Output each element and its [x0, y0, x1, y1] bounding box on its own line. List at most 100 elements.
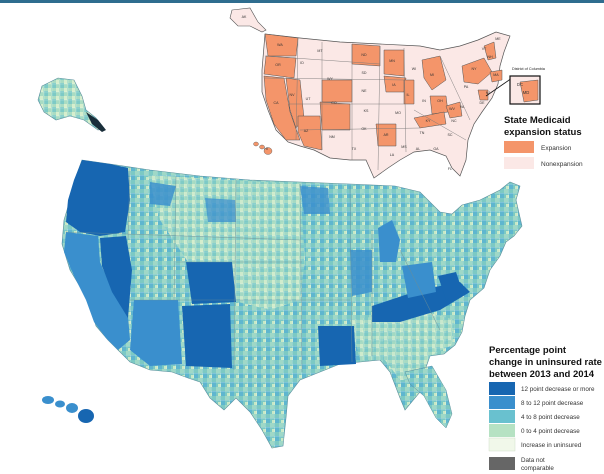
inset-state-label-va: VA [460, 105, 465, 109]
inset-state-label-mt: MT [317, 49, 323, 53]
legend-label-expansion: Expansion [541, 145, 572, 152]
inset-state-label-nv: NV [290, 93, 296, 97]
wyoming-patch [205, 198, 236, 222]
inset-state-label-sc: SC [448, 133, 453, 137]
inset-state-label-nd: ND [361, 53, 367, 57]
medicaid-legend-title-line1: State Medicaid [504, 115, 571, 126]
arkansas-region [318, 326, 356, 366]
inset-state-label-md: MD [523, 90, 530, 95]
inset-state-label-ne: NE [362, 89, 368, 93]
inset-state-label-ak: AK [242, 15, 247, 19]
inset-state-label-in: IN [422, 99, 426, 103]
inset-us-outline [261, 31, 511, 179]
inset-state-label-pa: PA [464, 85, 469, 89]
inset-state-label-ga: GA [433, 147, 439, 151]
inset-state-label-dc: DC [517, 82, 523, 87]
florida [404, 365, 453, 429]
dc-callout-md [519, 79, 539, 103]
inset-expansion-states [263, 33, 503, 151]
uninsured-legend-title-line3: between 2013 and 2014 [489, 369, 595, 380]
california-region [64, 232, 130, 350]
inset-state-label-ia: IA [392, 83, 396, 87]
county-map [37, 77, 523, 449]
inset-state-label-tx: TX [352, 147, 357, 151]
legend-swatch-4-8 [489, 410, 515, 423]
inset-state-label-or: OR [275, 63, 281, 67]
alaska-panhandle [86, 112, 106, 132]
top-rule [0, 0, 604, 3]
inset-state-label-mi: MI [430, 73, 434, 77]
legend-label-increase: Increase in uninsured [521, 442, 582, 449]
inset-state-label-wv: WV [449, 107, 455, 111]
inset-state-label-wa: WA [277, 43, 283, 47]
legend-label-8-12: 8 to 12 point decrease [521, 400, 584, 407]
inset-state-label-nc: NC [451, 119, 457, 123]
inset-state-labels: WA OR CA NV ID MT WY UT AZ CO NM ND SD NE KS OK TX MN IA MO… [242, 15, 530, 171]
legend-label-0-4: 0 to 4 point decrease [521, 428, 580, 435]
inset-state-label-ca: CA [274, 101, 280, 105]
legend-label-not-comparable-line1: Data not [521, 457, 545, 464]
inset-state-label-la: LA [390, 153, 395, 157]
legend-swatch-not-comparable [489, 457, 515, 470]
hawaii [42, 396, 94, 423]
legend-swatch-8-12 [489, 396, 515, 409]
arizona-region [130, 300, 182, 366]
inset-state-label-id: ID [300, 61, 304, 65]
montana-patch [150, 182, 176, 206]
uninsured-legend-title-line2: change in uninsured rate [489, 357, 602, 368]
southeast-region [350, 310, 455, 380]
minnesota-patch [300, 186, 330, 214]
plains-region [148, 175, 305, 310]
legend-label-4-8: 4 to 8 point decrease [521, 414, 580, 421]
inset-state-label-nm: NM [329, 135, 335, 139]
legend-swatch-12-plus [489, 382, 515, 395]
inset-state-label-al: AL [416, 147, 420, 151]
inset-state-label-nh: NH [487, 55, 493, 59]
dc-callout-line [485, 77, 513, 97]
ohio-region [402, 262, 436, 298]
inset-hawaii [253, 141, 273, 155]
legend-label-nonexpansion: Nonexpansion [541, 161, 583, 168]
inset-state-label-me: ME [495, 37, 501, 41]
inset-state-label-mn: MN [389, 59, 395, 63]
inset-state-label-ms: MS [401, 145, 407, 149]
colorado-region [186, 262, 236, 304]
inset-state-label-fl: FL [448, 167, 452, 171]
inset-state-label-hi: HI [264, 147, 268, 151]
inset-state-label-nj: NJ [486, 91, 491, 95]
legend-swatch-nonexpansion [504, 157, 534, 169]
illinois-patch [350, 250, 372, 296]
inset-state-label-wy: WY [327, 77, 333, 81]
legend-swatch-expansion [504, 141, 534, 153]
inset-state-label-ok: OK [361, 127, 367, 131]
inset-state-label-sd: SD [362, 71, 367, 75]
inset-state-borders [263, 37, 471, 171]
state-boundaries [65, 167, 441, 373]
inset-state-label-wi: WI [412, 67, 416, 71]
pacific-northwest-region [66, 160, 130, 236]
medicaid-legend: State Medicaid expansion status Expansio… [504, 115, 583, 169]
legend-label-not-comparable-line2: comparable [521, 465, 554, 472]
inset-state-label-de: DE [480, 101, 486, 105]
inset-state-label-ar: AR [384, 133, 389, 137]
inset-alaska [229, 7, 267, 33]
legend-swatch-increase [488, 437, 516, 452]
medicaid-legend-title-line2: expansion status [504, 127, 582, 138]
inset-state-label-ut: UT [306, 97, 312, 101]
uninsured-legend-title-line1: Percentage point [489, 345, 567, 356]
new-mexico-region [182, 304, 232, 368]
michigan-region [378, 220, 400, 262]
dc-callout-label: District of Columbia [512, 67, 546, 71]
inset-state-label-tn: TN [420, 131, 425, 135]
legend-swatch-0-4 [489, 424, 515, 437]
inset-state-label-ma: MA [493, 73, 499, 77]
inset-state-label-vt: VT [482, 47, 487, 51]
inset-state-label-oh: OH [437, 99, 443, 103]
medicaid-inset-map: District of Columbia WA OR CA NV ID MT WY UT AZ C… [229, 7, 546, 179]
inset-state-label-ny: NY [472, 67, 478, 71]
inset-state-label-il: IL [407, 93, 410, 97]
inset-state-label-az: AZ [304, 129, 309, 133]
nevada-region [100, 236, 132, 318]
